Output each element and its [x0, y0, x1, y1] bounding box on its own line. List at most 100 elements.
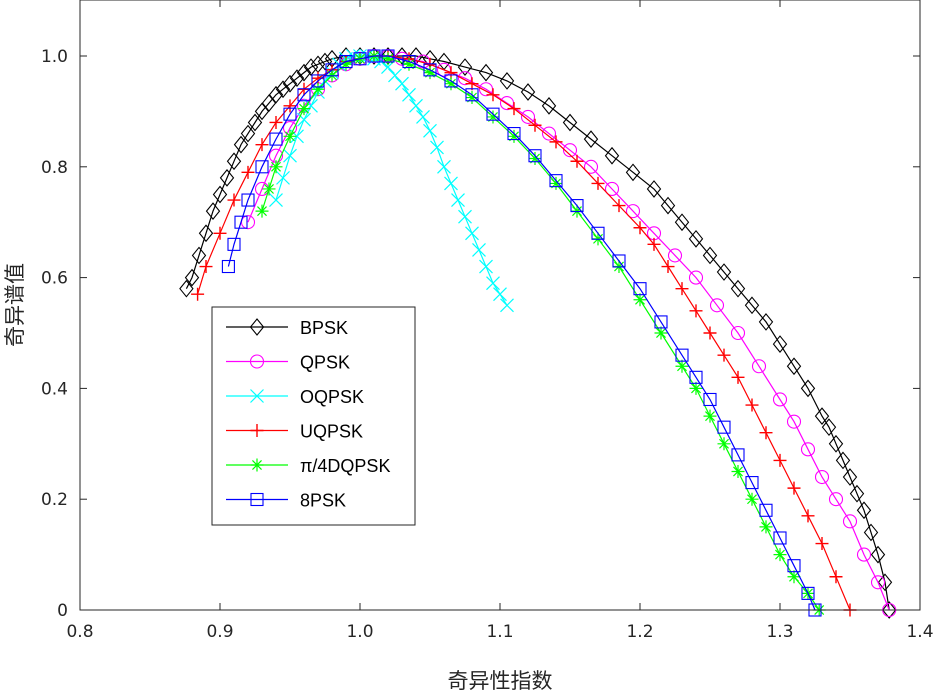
data-point-bpsk	[744, 296, 760, 315]
data-point-bpsk	[828, 434, 844, 453]
data-point-bpsk	[478, 63, 494, 82]
data-point-bpsk	[604, 146, 620, 165]
data-point-bpsk	[870, 545, 886, 564]
data-point-4dqpsk	[633, 293, 647, 307]
data-point-uqpsk	[507, 102, 521, 116]
y-tick-label: 1.0	[41, 47, 68, 67]
data-point-bpsk	[772, 335, 788, 353]
data-point-bpsk	[646, 180, 662, 198]
data-point-bpsk	[758, 313, 774, 331]
data-point-uqpsk	[213, 226, 227, 240]
data-point-oqpsk	[416, 110, 430, 124]
legend: BPSK QPSK OQPSK UQPSK π/4DQPSK 8PSK	[211, 306, 416, 526]
data-point-8psk	[612, 254, 626, 268]
data-point-4dqpsk	[311, 82, 325, 96]
data-point-qpsk	[870, 575, 886, 590]
legend-entry-uqpsk: UQPSK	[226, 422, 363, 442]
legend-marker	[250, 424, 264, 437]
data-point-4dqpsk	[745, 492, 759, 506]
y-tick-label: 0.4	[41, 379, 68, 399]
data-point-8psk	[801, 586, 815, 600]
data-point-oqpsk	[458, 209, 472, 224]
data-point-8psk	[283, 107, 297, 121]
data-point-uqpsk	[801, 509, 815, 523]
data-point-8psk	[339, 54, 353, 69]
data-point-oqpsk	[451, 193, 465, 207]
data-point-8psk	[221, 259, 235, 274]
series-layer	[179, 47, 897, 619]
legend-marker	[250, 492, 264, 507]
data-point-uqpsk	[661, 260, 675, 274]
data-point-8psk	[549, 174, 563, 188]
data-point-qpsk	[541, 126, 557, 141]
y-axis-label: 奇异谱值	[3, 263, 27, 347]
data-point-qpsk	[730, 325, 746, 341]
data-point-oqpsk	[283, 148, 297, 163]
data-point-oqpsk	[360, 49, 374, 63]
data-point-uqpsk	[486, 88, 500, 102]
data-point-qpsk	[625, 204, 641, 219]
data-point-qpsk	[583, 159, 599, 174]
data-point-uqpsk	[283, 99, 297, 113]
data-point-oqpsk	[409, 98, 423, 113]
data-point-uqpsk	[549, 135, 563, 149]
data-point-qpsk	[842, 514, 858, 529]
data-point-4dqpsk	[717, 437, 731, 451]
data-point-4dqpsk	[787, 570, 801, 584]
data-point-bpsk	[674, 213, 690, 232]
data-point-8psk	[381, 49, 395, 63]
data-point-bpsk	[457, 58, 473, 76]
data-point-4dqpsk	[759, 520, 773, 534]
data-point-qpsk	[772, 392, 788, 407]
data-point-oqpsk	[500, 298, 514, 313]
data-point-qpsk	[562, 143, 578, 158]
data-point-qpsk	[604, 181, 620, 197]
legend-entry-oqpsk: OQPSK	[226, 387, 364, 407]
data-point-bpsk	[541, 96, 557, 115]
data-point-uqpsk	[241, 165, 255, 179]
data-point-bpsk	[179, 279, 194, 298]
x-tick-label: 1.0	[346, 622, 373, 642]
legend-label: 8PSK	[300, 491, 346, 511]
data-point-qpsk	[667, 248, 683, 263]
data-point-uqpsk	[717, 348, 731, 362]
data-point-bpsk	[583, 130, 599, 148]
data-point-bpsk	[247, 113, 263, 132]
data-point-4dqpsk	[689, 381, 703, 395]
y-tick-label: 0	[57, 601, 68, 621]
data-point-bpsk	[625, 163, 641, 182]
data-point-4dqpsk	[773, 548, 787, 562]
data-point-4dqpsk	[339, 57, 353, 71]
data-point-4dqpsk	[283, 129, 297, 143]
data-point-uqpsk	[591, 176, 605, 190]
data-point-uqpsk	[745, 398, 759, 412]
data-point-8psk	[353, 52, 367, 66]
data-point-bpsk	[520, 83, 536, 101]
data-point-bpsk	[226, 152, 242, 171]
data-point-oqpsk	[479, 259, 493, 274]
data-point-uqpsk	[199, 260, 213, 274]
data-point-4dqpsk	[381, 52, 395, 66]
data-point-oqpsk	[486, 276, 500, 291]
data-point-8psk	[507, 127, 521, 141]
series-bpsk	[179, 47, 897, 619]
data-point-oqpsk	[395, 76, 409, 91]
data-point-8psk	[591, 226, 605, 240]
data-point-bpsk	[275, 80, 291, 99]
data-point-8psk	[255, 160, 269, 174]
data-point-oqpsk	[304, 98, 318, 113]
data-point-8psk	[703, 392, 717, 407]
data-point-8psk	[444, 74, 458, 88]
legend-label: QPSK	[300, 353, 350, 373]
data-point-4dqpsk	[269, 160, 283, 174]
data-point-8psk	[773, 531, 787, 545]
data-point-bpsk	[499, 72, 515, 90]
data-point-bpsk	[660, 196, 676, 215]
data-point-uqpsk	[191, 287, 205, 301]
data-point-8psk	[528, 149, 542, 163]
data-point-uqpsk	[570, 154, 584, 168]
data-point-uqpsk	[731, 370, 745, 384]
data-point-bpsk	[786, 357, 802, 376]
data-point-bpsk	[562, 113, 578, 132]
